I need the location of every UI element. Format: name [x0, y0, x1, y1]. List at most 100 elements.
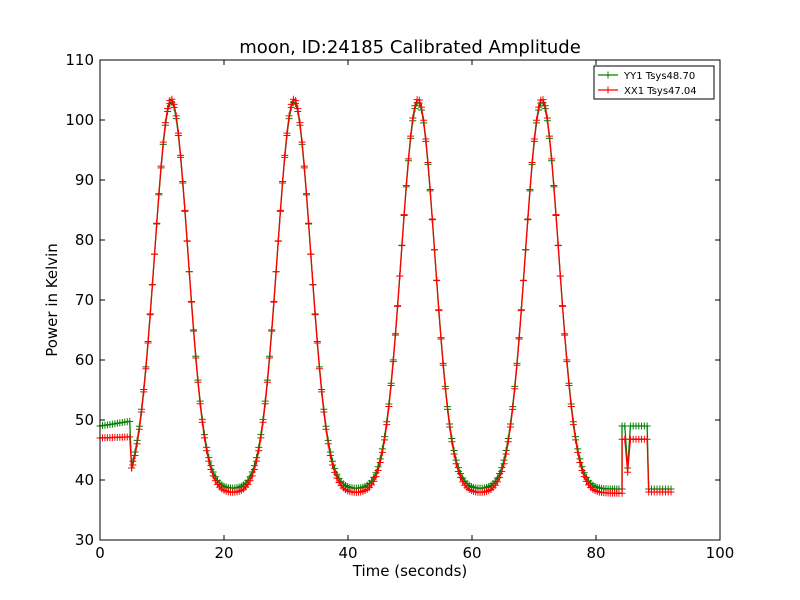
data-point-marker [329, 461, 336, 469]
legend-marker-0 [604, 71, 612, 79]
data-point-marker [563, 358, 571, 366]
y-tick-label: 70 [75, 291, 94, 309]
data-point-marker [126, 417, 134, 425]
data-point-marker [398, 241, 406, 249]
data-point-marker [374, 466, 382, 474]
y-tick-label: 90 [75, 171, 94, 189]
data-point-marker [135, 425, 143, 433]
data-point-marker [287, 100, 295, 108]
data-point-marker [168, 95, 176, 103]
data-point-marker [567, 403, 575, 411]
data-point-marker [255, 447, 263, 455]
data-point-marker [428, 215, 436, 223]
data-point-marker [426, 185, 434, 193]
data-point-marker [452, 460, 460, 468]
data-point-marker [515, 335, 523, 343]
x-tick-label: 60 [462, 544, 481, 562]
data-point-marker [498, 467, 506, 475]
data-point-marker [200, 434, 208, 442]
data-point-marker [569, 421, 577, 429]
data-point-marker [667, 488, 675, 496]
x-tick-label: 80 [586, 544, 605, 562]
data-point-marker [205, 457, 213, 465]
data-point-marker [422, 135, 430, 143]
data-point-marker [624, 468, 632, 476]
data-point-marker [198, 418, 206, 426]
data-point-marker [126, 433, 134, 441]
data-point-marker [203, 447, 211, 455]
data-point-marker [148, 281, 156, 289]
y-axis-label: Power in Kelvin [43, 243, 61, 357]
data-point-marker [151, 250, 159, 258]
data-point-marker [302, 190, 310, 198]
data-point-marker [276, 206, 284, 214]
data-point-marker [159, 138, 167, 146]
data-point-marker [450, 450, 458, 458]
series-line-1 [99, 98, 672, 494]
data-point-marker [539, 96, 547, 104]
data-point-marker [190, 327, 198, 335]
data-point-marker [207, 465, 215, 473]
data-point-marker [496, 473, 504, 481]
data-point-marker [144, 339, 152, 347]
data-point-marker [394, 302, 402, 310]
data-point-marker [444, 405, 452, 413]
data-point-marker [381, 436, 389, 444]
data-point-marker [172, 112, 180, 120]
data-point-marker [454, 467, 462, 475]
data-point-marker [313, 339, 321, 347]
data-point-marker [532, 116, 540, 124]
axis-ticks: 0 20 40 60 80 100 30 40 50 60 70 80 90 100 110 [65, 51, 734, 562]
data-point-marker [526, 185, 534, 193]
data-point-marker [279, 177, 287, 185]
data-point-marker [643, 435, 651, 443]
data-point-marker [266, 354, 274, 362]
data-point-marker [446, 423, 454, 431]
data-point-marker [535, 103, 543, 111]
data-point-marker [192, 354, 200, 362]
data-point-marker [396, 272, 404, 280]
chart-title: moon, ID:24185 Calibrated Amplitude [239, 37, 581, 58]
data-point-marker [493, 478, 501, 486]
plot-area [96, 95, 675, 497]
data-point-marker [164, 105, 172, 113]
data-point-marker [318, 388, 326, 396]
data-point-marker [274, 237, 282, 245]
data-point-marker [517, 307, 525, 315]
x-tick-label: 40 [338, 544, 357, 562]
data-point-marker [268, 327, 276, 335]
data-point-marker [550, 181, 558, 189]
data-point-marker [411, 102, 419, 110]
data-point-marker [415, 96, 423, 104]
data-point-marker [528, 158, 536, 166]
data-point-marker [138, 408, 146, 416]
data-point-marker [298, 138, 306, 146]
data-point-marker [259, 418, 267, 426]
data-point-marker [272, 268, 280, 276]
data-point-marker [552, 211, 560, 219]
data-point-marker [574, 448, 582, 456]
y-tick-label: 50 [75, 411, 94, 429]
data-point-marker [248, 472, 256, 480]
y-tick-label: 40 [75, 471, 94, 489]
data-point-marker [500, 460, 508, 468]
data-point-marker [333, 474, 341, 482]
legend: YY1 Tsys48.70 XX1 Tsys47.04 [593, 65, 715, 100]
data-point-marker [389, 358, 397, 366]
data-point-marker [524, 215, 532, 223]
data-point-marker [387, 382, 395, 390]
data-point-marker [129, 461, 137, 469]
data-point-marker [457, 473, 465, 481]
data-point-marker [246, 477, 254, 485]
data-point-marker [174, 129, 182, 137]
data-point-marker [133, 440, 141, 448]
data-point-marker [187, 298, 195, 306]
data-point-marker [307, 250, 315, 258]
y-tick-label: 30 [75, 531, 94, 549]
data-point-marker [404, 155, 412, 163]
data-point-marker [400, 211, 408, 219]
data-point-marker [541, 102, 549, 110]
data-point-marker [420, 116, 428, 124]
data-point-marker [448, 438, 456, 446]
data-point-marker [530, 135, 538, 143]
